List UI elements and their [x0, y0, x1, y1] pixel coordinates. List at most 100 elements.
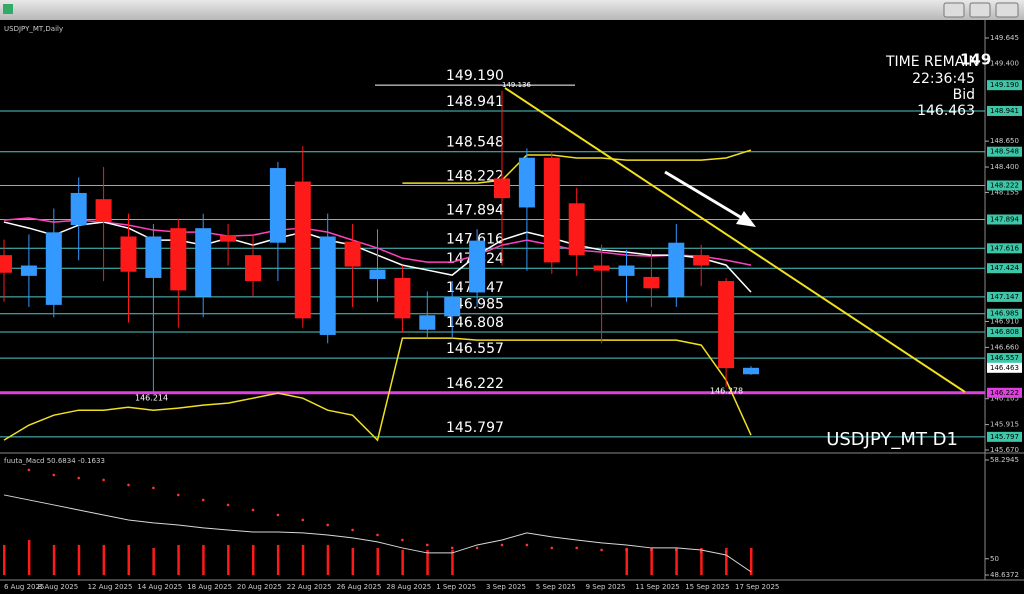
y-tick-label: 48.6372	[990, 571, 1019, 579]
candle-body	[220, 235, 237, 242]
signal-dot	[699, 550, 703, 554]
bid-label: Bid	[953, 87, 975, 103]
histogram-bar	[3, 544, 6, 575]
histogram-bar	[102, 544, 106, 575]
level-price-box	[987, 327, 1022, 338]
symbol-label: USDJPY_MT D1	[826, 429, 958, 450]
candle-body	[319, 236, 336, 335]
level-price-label: 146.985	[990, 310, 1019, 318]
level-label: 145.797	[446, 420, 504, 436]
histogram-bar	[301, 544, 305, 575]
candle-body	[693, 255, 710, 266]
y-tick-label: 50	[990, 555, 999, 563]
level-price-label: 148.222	[990, 181, 1019, 189]
signal-dot	[376, 533, 379, 537]
signal-dot	[724, 550, 728, 554]
x-tick-label: 14 Aug 2025	[137, 583, 182, 591]
histogram-bar	[725, 547, 728, 575]
candle-body	[643, 276, 660, 289]
level-label: 148.941	[446, 94, 504, 110]
candle-body	[593, 265, 610, 271]
restore-button[interactable]	[969, 2, 991, 18]
candle-body	[618, 265, 635, 276]
histogram-bar	[127, 544, 130, 575]
signal-dot	[426, 543, 429, 547]
candle-body	[269, 168, 286, 243]
level-price-label: 146.222	[990, 389, 1019, 397]
signal-dot	[52, 473, 56, 477]
level-price-label: 148.548	[990, 148, 1019, 156]
indicator-line	[3, 337, 752, 442]
bid-price-box	[987, 362, 1022, 373]
y-tick-label: 148.650	[990, 137, 1019, 145]
level-price-box	[987, 105, 1022, 116]
signal-dot	[77, 476, 80, 480]
signal-dot	[675, 548, 678, 552]
low-label: 146.214	[135, 394, 168, 403]
level-price-label: 149.190	[990, 81, 1019, 89]
y-tick-label: 145.670	[990, 446, 1019, 454]
window-buttons[interactable]	[943, 2, 1019, 18]
signal-dot	[251, 508, 255, 512]
level-label: 149.190	[446, 68, 504, 84]
level-price-box	[987, 308, 1022, 319]
histogram-bar	[202, 544, 205, 575]
y-tick-label: 149.645	[990, 34, 1019, 42]
candle-body	[95, 199, 112, 222]
level-price-box	[987, 263, 1022, 274]
candle-body	[70, 192, 87, 226]
candle-body	[45, 232, 62, 305]
y-tick-label: 146.660	[990, 343, 1019, 351]
histogram-bar	[351, 547, 355, 575]
histogram-bar	[376, 547, 379, 575]
histogram-bar	[401, 549, 404, 575]
level-price-label: 148.941	[990, 107, 1019, 115]
candle-body	[568, 203, 585, 256]
x-tick-label: 9 Sep 2025	[586, 583, 626, 591]
level-price-label: 146.557	[990, 354, 1019, 362]
high-label: 149.136	[502, 81, 531, 89]
candle-body	[394, 277, 411, 319]
indicator-line	[402, 149, 752, 184]
close-button[interactable]	[995, 2, 1019, 18]
x-tick-label: 22 Aug 2025	[287, 583, 332, 591]
histogram-bar	[177, 544, 180, 575]
direction-arrow	[664, 170, 743, 220]
level-price-box	[987, 291, 1022, 302]
timer-label: TIME REMAIN	[885, 54, 979, 70]
signal-dot	[201, 498, 205, 502]
bid-price-label: 146.463	[990, 364, 1019, 372]
chart-title: USDJPY_MT,Daily	[4, 25, 63, 33]
signal-dot	[401, 538, 404, 542]
y-tick-label: 145.915	[990, 421, 1019, 429]
minimize-button[interactable]	[943, 2, 965, 18]
price-panel	[0, 20, 985, 452]
x-tick-label: 1 Sep 2025	[436, 583, 476, 591]
signal-dot	[475, 546, 479, 550]
level-label: 148.222	[446, 168, 504, 184]
candle-body	[444, 296, 461, 317]
level-label: 146.222	[446, 376, 504, 392]
y-tick-label: 146.910	[990, 317, 1019, 325]
x-tick-label: 17 Sep 2025	[735, 583, 779, 591]
signal-dot	[525, 543, 529, 547]
signal-dot	[450, 546, 454, 550]
level-price-box	[987, 146, 1022, 157]
histogram-bar	[650, 547, 653, 575]
x-tick-label: 12 Aug 2025	[88, 583, 133, 591]
signal-dot	[226, 503, 230, 507]
candle-body	[145, 236, 162, 278]
signal-dot	[301, 518, 305, 522]
x-tick-label: 3 Sep 2025	[486, 583, 526, 591]
candle-body	[0, 255, 12, 273]
app-icon	[3, 4, 13, 14]
level-label: 147.616	[446, 231, 504, 247]
x-tick-label: 8 Aug 2025	[38, 583, 78, 591]
candle-body	[494, 178, 510, 199]
low-label: 146.278	[710, 387, 743, 396]
level-price-box	[987, 80, 1022, 91]
candle-body	[668, 242, 685, 297]
level-price-label: 146.808	[990, 328, 1019, 336]
histogram-bar	[276, 544, 280, 575]
